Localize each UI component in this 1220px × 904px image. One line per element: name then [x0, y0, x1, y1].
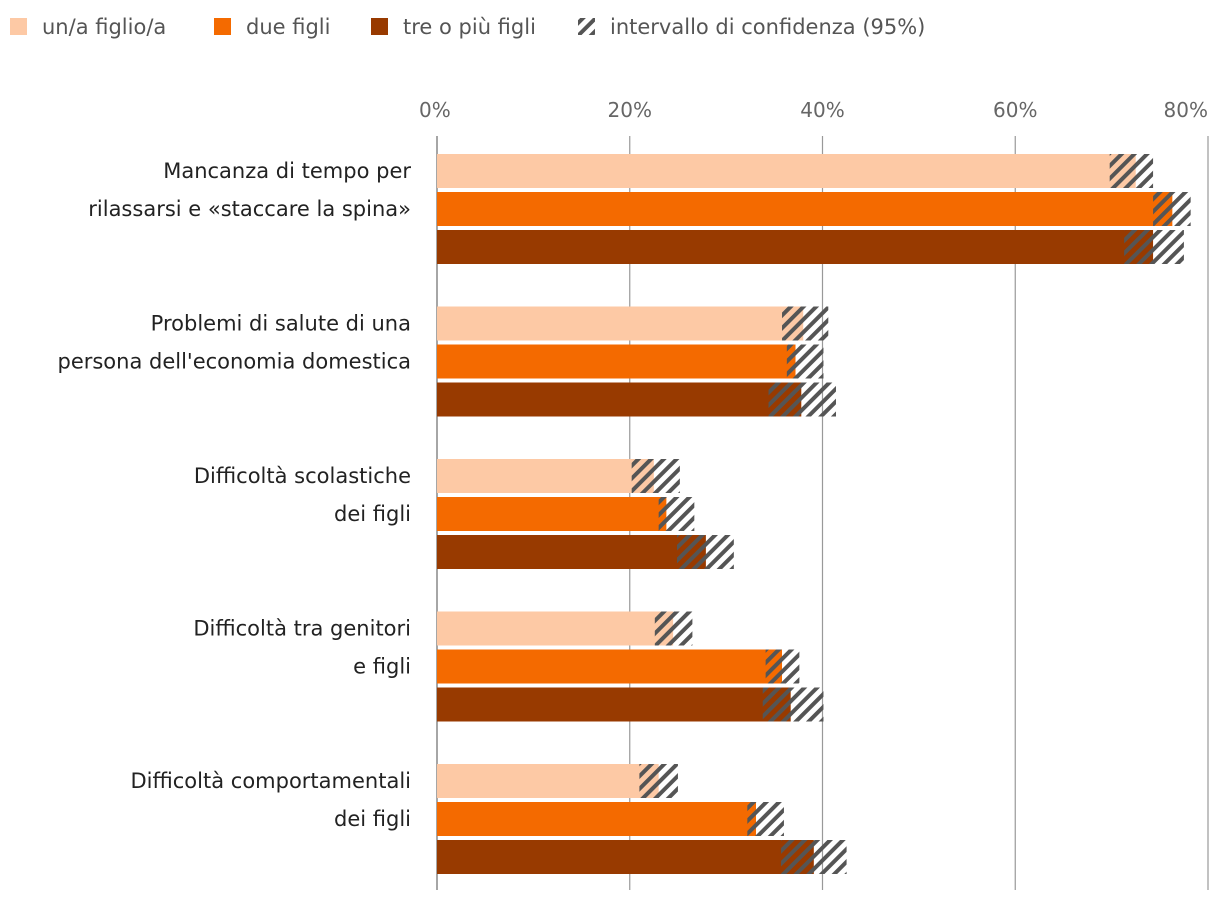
confidence-interval	[676, 535, 734, 569]
confidence-interval	[1124, 230, 1184, 264]
x-tick-label: 0%	[419, 98, 451, 122]
confidence-interval	[747, 802, 784, 836]
bar	[437, 764, 659, 798]
bar	[437, 154, 1136, 188]
confidence-interval	[631, 459, 680, 493]
confidence-interval	[786, 344, 824, 379]
category-label: Difficoltà tra genitori e figli	[193, 617, 411, 679]
category-labels: Mancanza di tempo per rilassarsi e «stacc…	[57, 159, 411, 831]
bar	[437, 382, 802, 417]
legend-label-2: due figli	[246, 15, 330, 39]
bar	[437, 802, 757, 836]
bar	[437, 611, 674, 646]
confidence-interval	[1109, 154, 1154, 188]
bar	[437, 687, 791, 722]
bar	[437, 344, 796, 379]
legend-swatch-1	[10, 18, 27, 35]
category-label: Difficoltà comportamentali dei figli	[130, 769, 411, 831]
category-label: Difficoltà scolastiche dei figli	[194, 464, 411, 526]
bars	[437, 154, 1191, 874]
x-axis-ticks: 0% 20% 40% 60% 80%	[419, 98, 1208, 122]
category-label: Problemi di salute di una persona dell'ec…	[57, 312, 411, 374]
category-label: Mancanza di tempo per rilassarsi e «stacc…	[88, 159, 411, 221]
confidence-interval	[765, 649, 800, 684]
confidence-interval	[1153, 192, 1191, 226]
legend-swatch-2	[214, 18, 231, 35]
bar	[437, 535, 706, 569]
confidence-interval	[768, 382, 836, 417]
legend-label-1: un/a figlio/a	[42, 15, 166, 39]
legend: un/a figlio/a due figli tre o più figli int…	[10, 15, 925, 39]
legend-swatch-ci	[578, 18, 595, 35]
x-tick-label: 80%	[1164, 98, 1208, 122]
confidence-interval	[658, 497, 695, 531]
confidence-interval	[762, 687, 824, 722]
legend-label-3: tre o più figli	[403, 15, 536, 39]
confidence-interval	[781, 840, 847, 874]
legend-label-ci: intervallo di confidenza (95%)	[610, 15, 925, 39]
confidence-interval	[639, 764, 678, 798]
bar	[437, 497, 667, 531]
x-tick-label: 60%	[993, 98, 1037, 122]
x-tick-label: 40%	[800, 98, 844, 122]
bar	[437, 230, 1154, 264]
bar	[437, 459, 654, 493]
bar	[437, 649, 783, 684]
legend-swatch-3	[371, 18, 388, 35]
confidence-interval	[654, 611, 693, 646]
bar	[437, 840, 814, 874]
confidence-interval	[782, 306, 829, 341]
bar	[437, 306, 804, 341]
x-tick-label: 20%	[608, 98, 652, 122]
bar	[437, 192, 1173, 226]
